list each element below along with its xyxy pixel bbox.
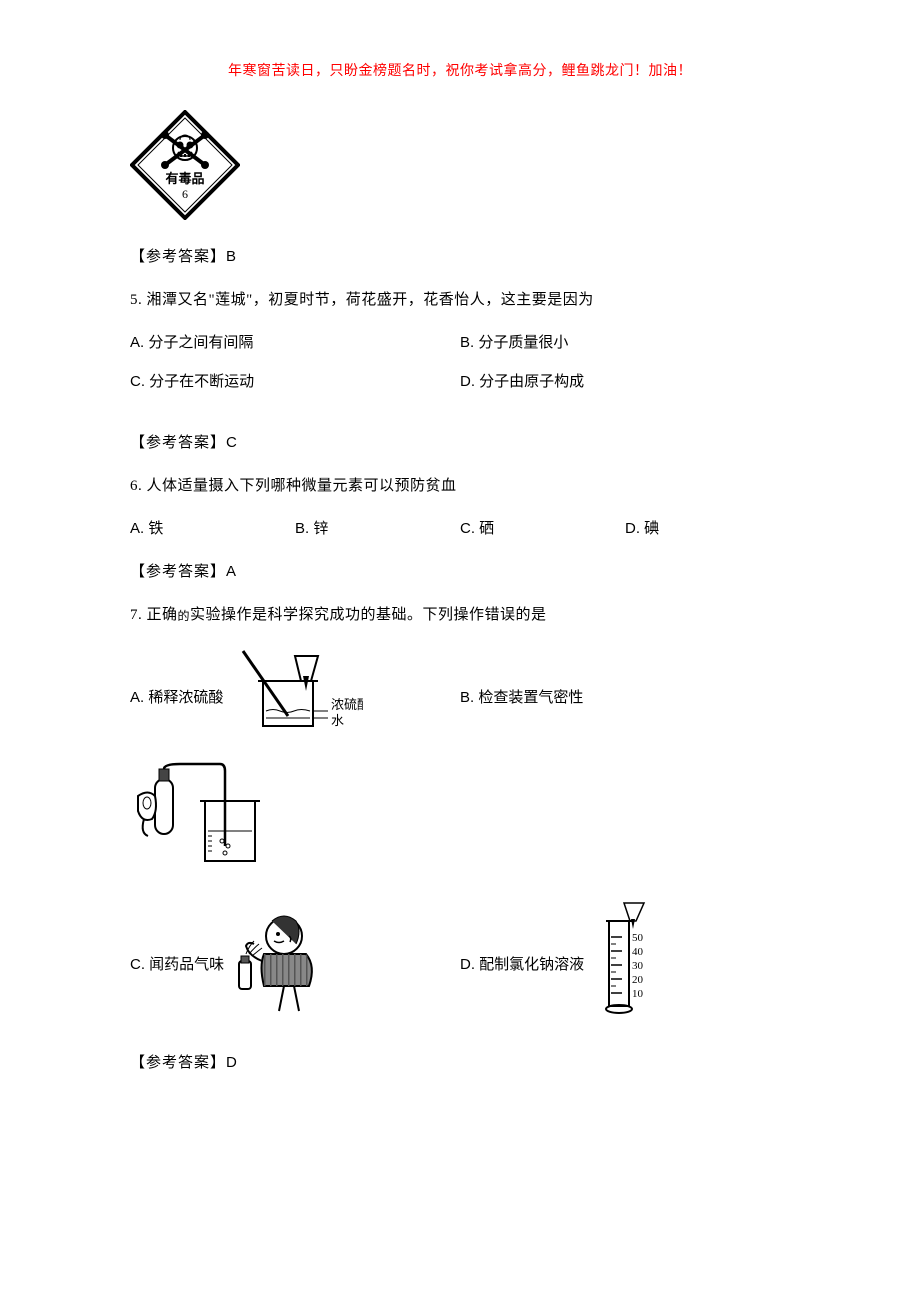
q7-text: 7. 正确的实验操作是科学探究成功的基础。下列操作错误的是 [130,603,790,624]
q7-post: 实验操作是科学探究成功的基础。下列操作错误的是 [190,607,547,623]
cyl-mark-20: 20 [632,974,644,986]
answer-label: 【参考答案】 [130,249,226,265]
q6-options: A. 铁 B. 锌 C. 硒 D. 碘 [130,517,790,538]
q7-opt-c: C. 闻药品气味 [130,906,460,1021]
q6-opt-c: C. 硒 [460,517,625,538]
cyl-mark-50: 50 [632,932,644,944]
answer-label: 【参考答案】 [130,564,226,580]
q6-body: 人体适量摄入下列哪种微量元素可以预防贫血 [147,478,457,494]
answer-label: 【参考答案】 [130,1055,226,1071]
cyl-mark-30: 30 [632,960,644,972]
q5-options: A. 分子之间有间隔 B. 分子质量很小 C. 分子在不断运动 D. 分子由原子… [130,331,790,409]
cyl-mark-40: 40 [632,946,644,958]
header-text: 年寒窗苦读日，只盼金榜题名时，祝你考试拿高分，鲤鱼跳龙门！加油！ [228,64,692,79]
q7-diagram-b-row [130,761,790,886]
diagram-cylinder-icon: 50 40 30 20 10 [594,901,654,1026]
q5-text: 5. 湘潭又名"莲城"，初夏时节，荷花盛开，花香怡人，这主要是因为 [130,288,790,309]
q7-answer: 【参考答案】D [130,1051,790,1072]
q5-body: 湘潭又名"莲城"，初夏时节，荷花盛开，花香怡人，这主要是因为 [147,292,594,308]
q5-opt-c: C. 分子在不断运动 [130,370,460,391]
q6-number: 6. [130,478,142,494]
q6-opt-a: A. 铁 [130,517,295,538]
answer-value: A [226,563,237,580]
diagram-dilute-acid-icon: 浓硫酸 水 [233,646,363,746]
answer-value: C [226,434,238,451]
q5-answer: 【参考答案】C [130,431,790,452]
water-label: 水 [331,713,344,728]
acid-label: 浓硫酸 [331,697,363,712]
diagram-smell-icon [234,906,354,1021]
hazard-label: 有毒品 [165,171,204,186]
q5-number: 5. [130,292,142,308]
q6-opt-b: B. 锌 [295,517,460,538]
q7-opt-b: B. 检查装置气密性 [460,686,790,707]
hazard-number: 6 [182,187,188,201]
cyl-mark-10: 10 [632,988,644,1000]
page-header: 年寒窗苦读日，只盼金榜题名时，祝你考试拿高分，鲤鱼跳龙门！加油！ [130,60,790,80]
q7-number: 7. [130,607,142,623]
q5-opt-d: D. 分子由原子构成 [460,370,790,391]
q7-row-cd: C. 闻药品气味 D. 配制氯化钠溶液 [130,901,790,1026]
answer-label: 【参考答案】 [130,435,226,451]
q7-row-ab: A. 稀释浓硫酸 浓硫酸 水 B. 检查装置气密性 [130,646,790,746]
q4-answer: 【参考答案】B [130,245,790,266]
q7-opt-a: A. 稀释浓硫酸 浓硫酸 水 [130,646,460,746]
q6-answer: 【参考答案】A [130,560,790,581]
q6-text: 6. 人体适量摄入下列哪种微量元素可以预防贫血 [130,474,790,495]
q7-opt-d: D. 配制氯化钠溶液 50 40 30 20 [460,901,790,1026]
q5-opt-a: A. 分子之间有间隔 [130,331,460,352]
diagram-airtight-icon [130,761,300,886]
answer-value: B [226,248,237,265]
answer-value: D [226,1054,238,1071]
q6-opt-d: D. 碘 [625,517,790,538]
hazard-sign: 有毒品 6 [130,110,240,220]
q7-sup: 的 [178,609,191,623]
q5-opt-b: B. 分子质量很小 [460,331,790,352]
q7-pre: 正确 [147,607,178,623]
